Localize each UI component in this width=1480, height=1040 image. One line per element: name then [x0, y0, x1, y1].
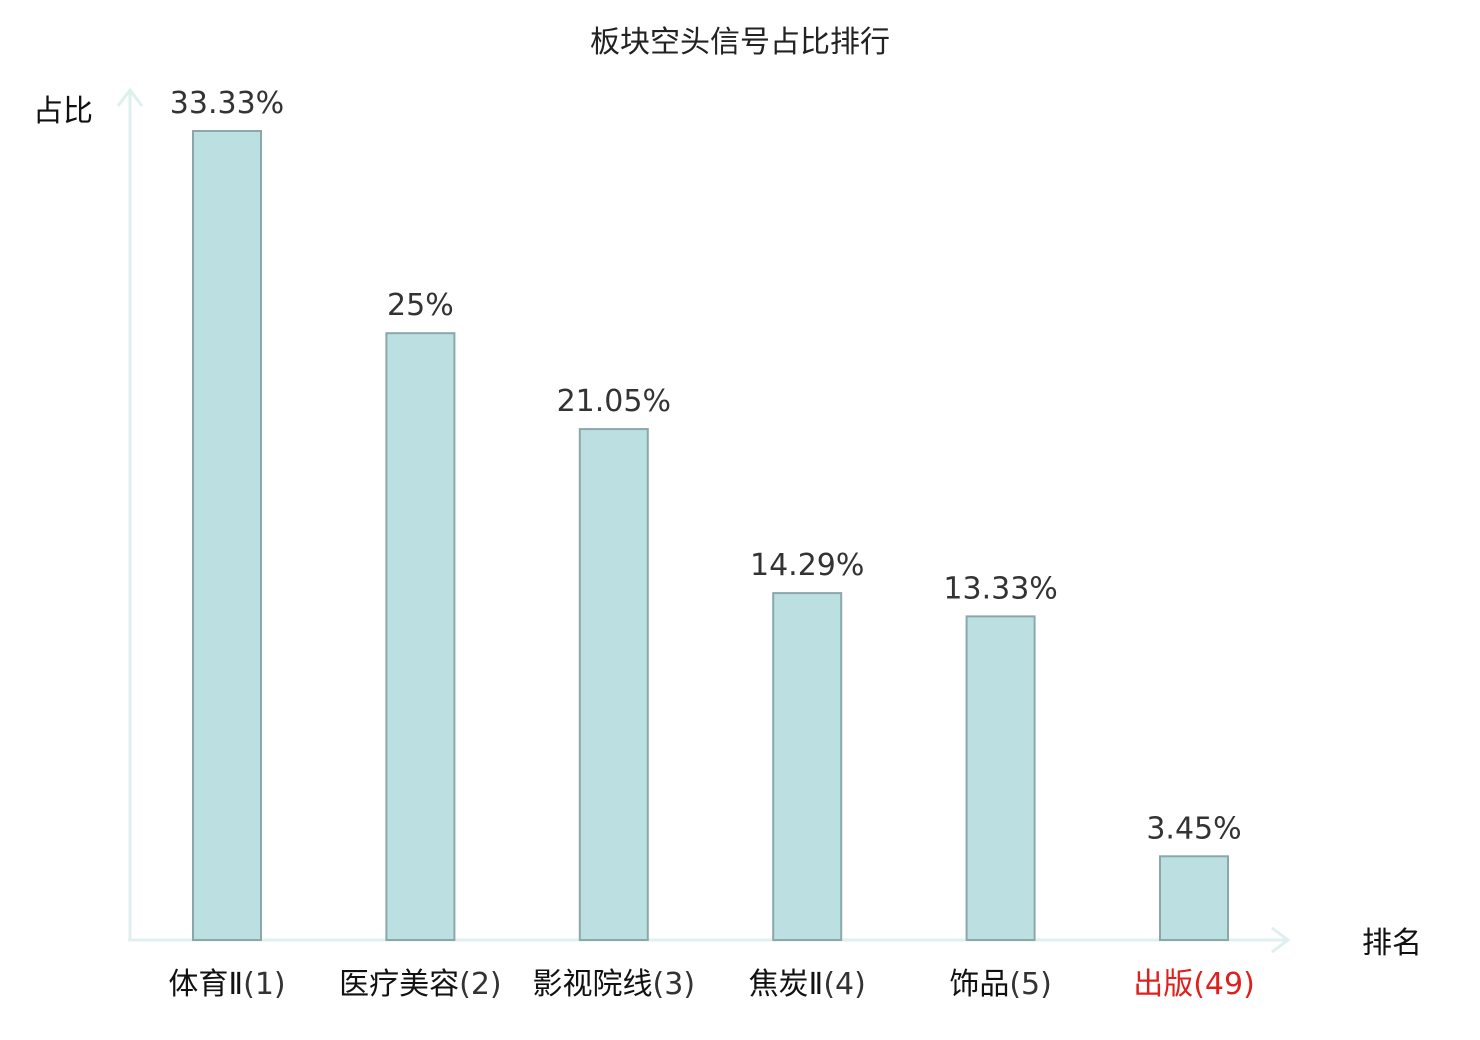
- bar: [772, 592, 843, 941]
- y-axis: [116, 87, 144, 940]
- category-rank: (49): [1193, 967, 1255, 1002]
- category-name: 医疗美容: [339, 967, 459, 1002]
- category-labels-group: 体育Ⅱ(1) 医疗美容(2) 影视院线(3) 焦炭Ⅱ(4) 饰品(5) 出版(49): [168, 967, 1254, 1002]
- bar: [1159, 855, 1229, 941]
- category-name: 焦炭Ⅱ: [749, 967, 824, 1002]
- bar: [578, 428, 649, 941]
- value-label: 21.05%: [557, 384, 671, 419]
- chart-title: 板块空头信号占比排行: [590, 25, 890, 60]
- y-axis-label: 占比: [33, 94, 93, 129]
- x-tick-label: 饰品(5): [949, 967, 1052, 1002]
- x-tick-label: 焦炭Ⅱ(4): [749, 967, 866, 1002]
- x-tick-label: 医疗美容(2): [339, 967, 502, 1002]
- category-rank: (2): [459, 967, 502, 1002]
- bar: [192, 130, 262, 941]
- category-rank: (1): [243, 967, 286, 1002]
- x-tick-label: 影视院线(3): [533, 967, 696, 1002]
- bars-group: [192, 130, 1229, 942]
- value-label: 13.33%: [943, 571, 1057, 606]
- category-rank: (3): [653, 967, 696, 1002]
- category-name: 出版: [1133, 967, 1193, 1002]
- category-rank: (4): [823, 967, 866, 1002]
- value-labels-group: 33.33% 25% 21.05% 14.29% 13.33% 3.45%: [170, 86, 1242, 846]
- category-name: 饰品: [949, 967, 1009, 1002]
- value-label: 33.33%: [170, 86, 284, 121]
- x-axis-label: 排名: [1362, 926, 1422, 961]
- category-rank: (5): [1009, 967, 1052, 1002]
- value-label: 25%: [387, 288, 454, 323]
- category-name: 体育Ⅱ: [168, 967, 243, 1002]
- category-name: 影视院线: [533, 967, 653, 1002]
- bar: [385, 332, 456, 941]
- value-label: 14.29%: [750, 548, 864, 583]
- x-tick-label: 体育Ⅱ(1): [168, 967, 285, 1002]
- bar: [965, 615, 1036, 942]
- value-label: 3.45%: [1146, 811, 1241, 846]
- x-axis: [128, 926, 1291, 954]
- x-tick-label: 出版(49): [1133, 967, 1255, 1002]
